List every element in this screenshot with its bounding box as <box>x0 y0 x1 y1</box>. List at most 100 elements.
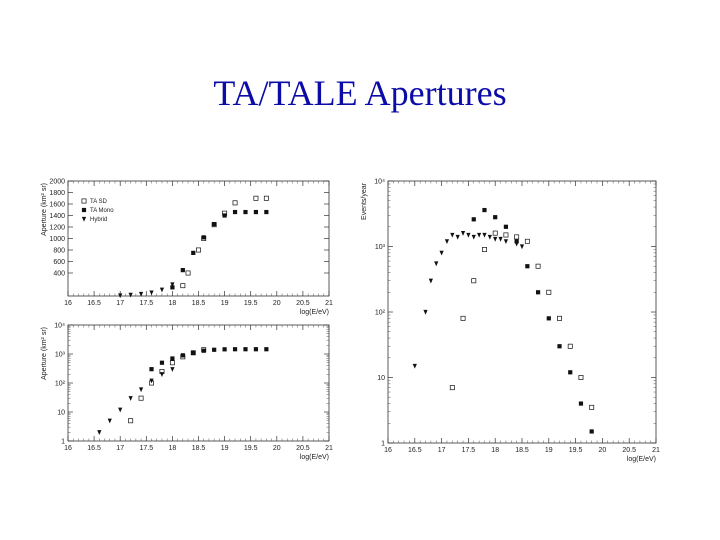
data-point <box>525 264 530 269</box>
legend-entry: Hybrid <box>90 217 107 223</box>
data-point <box>138 387 144 393</box>
x-tick-label: 18 <box>491 447 499 454</box>
data-point <box>487 234 492 240</box>
y-tick-label: 600 <box>53 259 65 266</box>
data-point <box>180 283 186 289</box>
x-axis-label: log(E/eV) <box>627 456 656 463</box>
data-point <box>503 239 509 245</box>
x-tick-label: 18.5 <box>192 445 206 452</box>
x-tick-label: 20 <box>273 300 281 307</box>
data-point <box>191 250 196 255</box>
y-tick-label: 10⁴ <box>54 323 65 330</box>
y-tick-label: 10³ <box>55 352 66 359</box>
data-point <box>439 250 444 256</box>
data-point <box>159 360 165 365</box>
series-hybrid <box>412 231 525 369</box>
data-point <box>434 261 439 267</box>
data-point <box>514 239 519 244</box>
x-tick-label: 20.5 <box>296 445 310 452</box>
data-point <box>128 396 133 401</box>
data-point <box>97 430 102 435</box>
data-point <box>493 236 498 242</box>
y-axis-label: Aperture (km² sr) <box>41 183 48 236</box>
data-point <box>477 232 482 238</box>
chart-bottom-left: 16 16.5 17 17.5 18 18.5 19 19.5 20 20.5 21 1 10 10² 10… <box>41 323 333 462</box>
x-tick-label: 21 <box>325 300 333 307</box>
x-tick-label: 16 <box>64 300 72 307</box>
data-point <box>471 234 476 240</box>
x-tick-label: 16 <box>384 447 392 454</box>
x-tick-label: 17 <box>438 447 446 454</box>
data-point <box>578 401 584 406</box>
data-point <box>503 224 509 229</box>
x-tick-label: 20.5 <box>622 447 636 454</box>
y-tick-label: 1000 <box>49 236 65 243</box>
plot-frame <box>387 180 657 444</box>
data-point <box>149 367 154 372</box>
slide-title: TA/TALE Apertures <box>213 73 507 113</box>
x-tick-label: 17 <box>116 445 124 452</box>
data-point <box>264 347 269 352</box>
data-point <box>482 232 487 238</box>
series-ta-mono <box>149 347 269 372</box>
x-tick-label: 19.5 <box>244 300 258 307</box>
series-ta-sd <box>180 195 269 289</box>
series-ta-mono <box>170 209 269 290</box>
data-point <box>428 278 433 284</box>
x-tick-label: 18 <box>169 300 177 307</box>
data-point <box>444 239 450 245</box>
legend-marker <box>81 207 87 213</box>
y-tick-label: 2000 <box>49 179 65 186</box>
data-point <box>557 344 562 349</box>
data-point <box>253 347 259 352</box>
data-point <box>196 247 201 253</box>
data-point <box>138 395 144 401</box>
data-point <box>498 236 503 242</box>
data-point <box>519 244 525 250</box>
x-tick-label: 19 <box>221 300 229 307</box>
x-axis-label: log(E/eV) <box>300 309 329 316</box>
x-tick-label: 16.5 <box>87 445 101 452</box>
x-tick-label: 18.5 <box>192 300 206 307</box>
data-point <box>232 200 238 206</box>
series-ta-sd <box>128 347 207 424</box>
data-point <box>589 404 595 410</box>
data-point <box>107 418 112 424</box>
x-tick-label: 19 <box>221 445 229 452</box>
data-point <box>578 375 584 380</box>
legend-marker <box>81 216 87 222</box>
data-point <box>460 231 466 236</box>
plot-frame <box>67 324 330 442</box>
data-point <box>412 363 417 369</box>
chart-top-left: 16 16.5 17 17.5 18 18.5 19 19.5 20 20.5 21 400 600 80… <box>41 179 333 317</box>
series-ta-mono <box>471 207 594 434</box>
data-point <box>460 315 466 321</box>
data-point <box>232 209 238 215</box>
y-tick-label: 10³ <box>375 244 386 251</box>
chart-right: 16 16.5 17 17.5 18 18.5 19 19.5 20 20.5 21 1 10 10² 10… <box>361 179 660 464</box>
data-point <box>201 235 206 240</box>
series-hybrid <box>118 282 175 299</box>
data-point <box>170 367 175 372</box>
x-axis-label: log(E/eV) <box>300 454 329 461</box>
data-point <box>264 209 269 215</box>
y-axis-label: Aperture (km² sr) <box>41 327 48 380</box>
data-point <box>567 343 573 349</box>
data-point <box>159 372 165 377</box>
series-hybrid <box>97 367 175 435</box>
y-tick-label: 400 <box>53 271 65 278</box>
data-point <box>423 309 428 315</box>
data-point <box>253 209 259 215</box>
y-tick-label: 1 <box>381 441 385 448</box>
x-tick-label: 19 <box>545 447 553 454</box>
legend-entry: TA Mono <box>90 208 114 214</box>
data-point <box>514 241 519 247</box>
y-tick-label: 10 <box>377 375 385 382</box>
data-point <box>222 347 227 352</box>
data-point <box>243 347 248 352</box>
data-point <box>503 232 509 238</box>
data-point <box>170 285 175 290</box>
data-point <box>212 222 217 227</box>
data-point <box>493 215 498 220</box>
